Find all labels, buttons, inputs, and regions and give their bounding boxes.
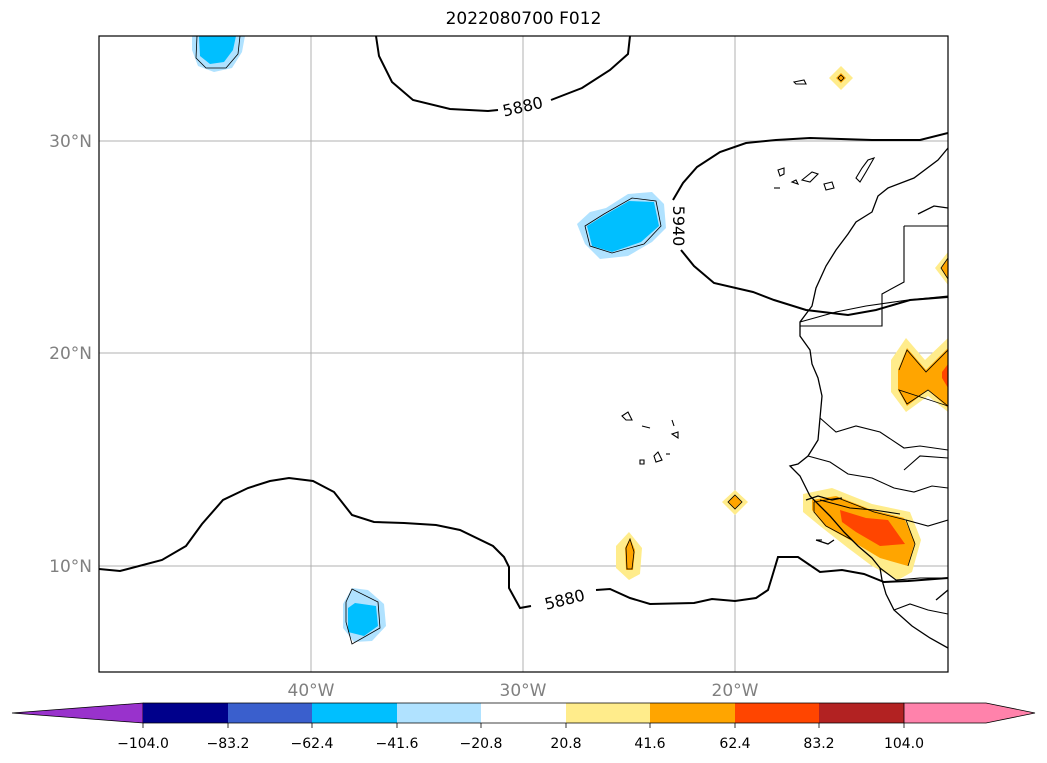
small-diamond-ne	[829, 66, 853, 90]
colorbar-extend-right	[903, 702, 1036, 724]
map-area: 5880 5940 5880	[99, 36, 948, 672]
blob-25w-10n	[616, 532, 642, 580]
map-frame	[98, 35, 949, 673]
colorbar-segment	[481, 703, 566, 723]
colorbar-segment	[650, 703, 735, 723]
lon-label-40w: 40°W	[288, 681, 335, 701]
contour-5880-south-b	[595, 556, 948, 606]
colorbar-segment	[566, 703, 650, 723]
coastlines	[788, 147, 948, 649]
map-title: 2022080700 F012	[445, 9, 602, 29]
gridlines	[99, 36, 948, 672]
colorbar-segment	[228, 703, 312, 723]
diamond-east-edge	[935, 252, 948, 285]
contour-5940-top	[672, 132, 948, 201]
blob-20n-east	[891, 338, 948, 412]
positive-anomaly-areas	[616, 66, 948, 580]
lat-label-20n: 20°N	[49, 344, 92, 364]
contour-label-5940: 5940	[669, 206, 688, 247]
blue-blob-south	[343, 588, 386, 645]
colorbar-tick-label: −62.4	[291, 736, 334, 752]
blue-blob-central	[577, 192, 666, 259]
colorbar-tick-label: 62.4	[719, 736, 750, 752]
contour-label-5880-south: 5880	[543, 586, 587, 614]
contour-5940-bottom	[680, 249, 948, 317]
blob-westafrica-coast	[803, 488, 921, 580]
colorbar-tick-label: −41.6	[376, 736, 419, 752]
lon-label-20w: 20°W	[712, 681, 759, 701]
diamond-20w-13n	[722, 490, 748, 515]
blue-blob-north	[192, 36, 245, 72]
country-borders	[799, 225, 948, 615]
colorbar: −104.0 −83.2 −62.4 −41.6 −20.8 20.8 41.6…	[11, 702, 1036, 752]
colorbar-segment	[143, 703, 228, 723]
islands	[621, 79, 876, 541]
contour-5880-south-a	[99, 476, 532, 610]
island-madeira	[792, 79, 807, 85]
colorbar-tick-label: 41.6	[634, 736, 665, 752]
negative-anomaly-areas	[192, 36, 666, 645]
colorbar-tick-label: −20.8	[460, 736, 503, 752]
colorbar-segment	[397, 703, 481, 723]
colorbar-tick-label: 83.2	[803, 736, 834, 752]
geopotential-contours	[99, 36, 948, 610]
contour-label-5880-north: 5880	[501, 93, 545, 121]
colorbar-tick-label: −83.2	[207, 736, 250, 752]
lat-label-30n: 30°N	[49, 132, 92, 152]
lon-label-30w: 30°W	[500, 681, 547, 701]
colorbar-segment	[819, 703, 904, 723]
colorbar-tick-label: 20.8	[550, 736, 581, 752]
lat-label-10n: 10°N	[49, 557, 92, 577]
colorbar-tick-label: −104.0	[117, 736, 169, 752]
contour-5880-north-a	[375, 36, 499, 113]
contour-5880-north-b	[550, 36, 631, 101]
colorbar-tick-label: 104.0	[884, 736, 924, 752]
colorbar-extend-left	[11, 702, 144, 724]
colorbar-segment	[312, 703, 397, 723]
colorbar-segment	[735, 703, 819, 723]
island-capeverde	[621, 411, 633, 421]
